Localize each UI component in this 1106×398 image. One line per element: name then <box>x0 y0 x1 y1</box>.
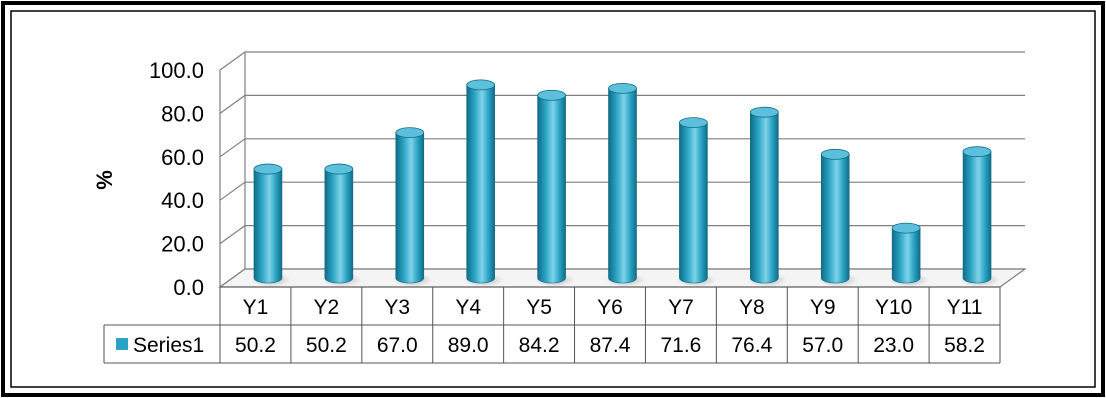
bar-body <box>608 88 637 284</box>
x-tick-label: Y5 <box>526 296 552 319</box>
y-tick-label: 0.0 <box>173 275 204 300</box>
x-tick-label: Y7 <box>668 296 694 319</box>
gridline-side <box>219 51 246 71</box>
data-label: 84.2 <box>519 334 560 357</box>
bar <box>889 222 930 287</box>
bar-body <box>324 168 354 284</box>
bar-top <box>253 163 283 175</box>
bars <box>250 79 1001 287</box>
y-tick-label: 20.0 <box>161 232 204 257</box>
bar-top <box>324 163 354 175</box>
bar <box>676 117 717 287</box>
bar-top <box>466 79 496 91</box>
x-tick-label: Y10 <box>875 296 912 319</box>
bar-body <box>466 84 495 284</box>
data-label: 23.0 <box>873 334 914 357</box>
bar-body <box>750 111 779 284</box>
bar <box>534 89 575 287</box>
bar <box>250 163 291 287</box>
x-tick-label: Y4 <box>455 296 481 319</box>
data-label: 50.2 <box>306 334 347 357</box>
data-label: 58.2 <box>944 334 985 357</box>
y-axis-label: % <box>92 170 117 190</box>
bar <box>321 163 362 287</box>
bar <box>747 106 788 287</box>
data-label: 57.0 <box>802 334 843 357</box>
y-tick-label: 80.0 <box>161 101 204 126</box>
bar-top <box>962 146 992 158</box>
bar-top <box>679 117 708 129</box>
bar <box>463 79 504 287</box>
bar-top <box>820 148 850 160</box>
bar-top <box>749 106 779 118</box>
bar <box>392 127 433 287</box>
bar-body <box>820 154 850 284</box>
bar-body <box>962 151 992 284</box>
x-tick-label: Y3 <box>384 296 410 319</box>
x-tick-label: Y6 <box>597 296 623 319</box>
bar <box>818 148 859 287</box>
data-label: 76.4 <box>731 334 772 357</box>
bar <box>605 82 646 287</box>
bar-top <box>537 89 566 101</box>
data-label: 67.0 <box>377 334 418 357</box>
legend-swatch <box>116 338 128 350</box>
y-tick-label: 100.0 <box>149 58 204 83</box>
gridline-side <box>219 138 246 158</box>
bar <box>960 146 1001 287</box>
data-label: 71.6 <box>660 334 701 357</box>
bar-body <box>253 168 283 284</box>
bar-body <box>679 122 708 284</box>
data-label: 87.4 <box>590 334 631 357</box>
x-tick-label: Y9 <box>810 296 836 319</box>
bar-top <box>395 127 425 139</box>
bar-top <box>608 82 637 94</box>
inner-frame <box>10 10 1096 388</box>
x-tick-label: Y11 <box>947 296 983 319</box>
bar-body <box>395 132 425 284</box>
bar-top <box>891 222 921 234</box>
data-table: Y1 50.2 Y2 50.2 Y3 67.0 Y4 89.0 Y5 84.2 Y6 87.4 Y7 71… <box>103 286 1001 364</box>
data-label: 50.2 <box>235 334 276 357</box>
gridline-side <box>219 181 246 201</box>
y-tick-label: 40.0 <box>161 188 204 213</box>
data-label: 89.0 <box>448 334 489 357</box>
bar-body <box>537 94 566 284</box>
x-tick-label: Y1 <box>243 296 269 319</box>
legend-label: Series1 <box>133 334 204 357</box>
gridline-side <box>219 94 246 114</box>
bar-body <box>891 227 921 284</box>
y-tick-label: 60.0 <box>161 145 204 170</box>
x-tick-label: Y2 <box>314 296 340 319</box>
gridline-side <box>219 225 246 245</box>
x-tick-label: Y8 <box>739 296 765 319</box>
y-tick-labels: 0.0 20.0 40.0 60.0 80.0 100.0 <box>149 58 204 300</box>
